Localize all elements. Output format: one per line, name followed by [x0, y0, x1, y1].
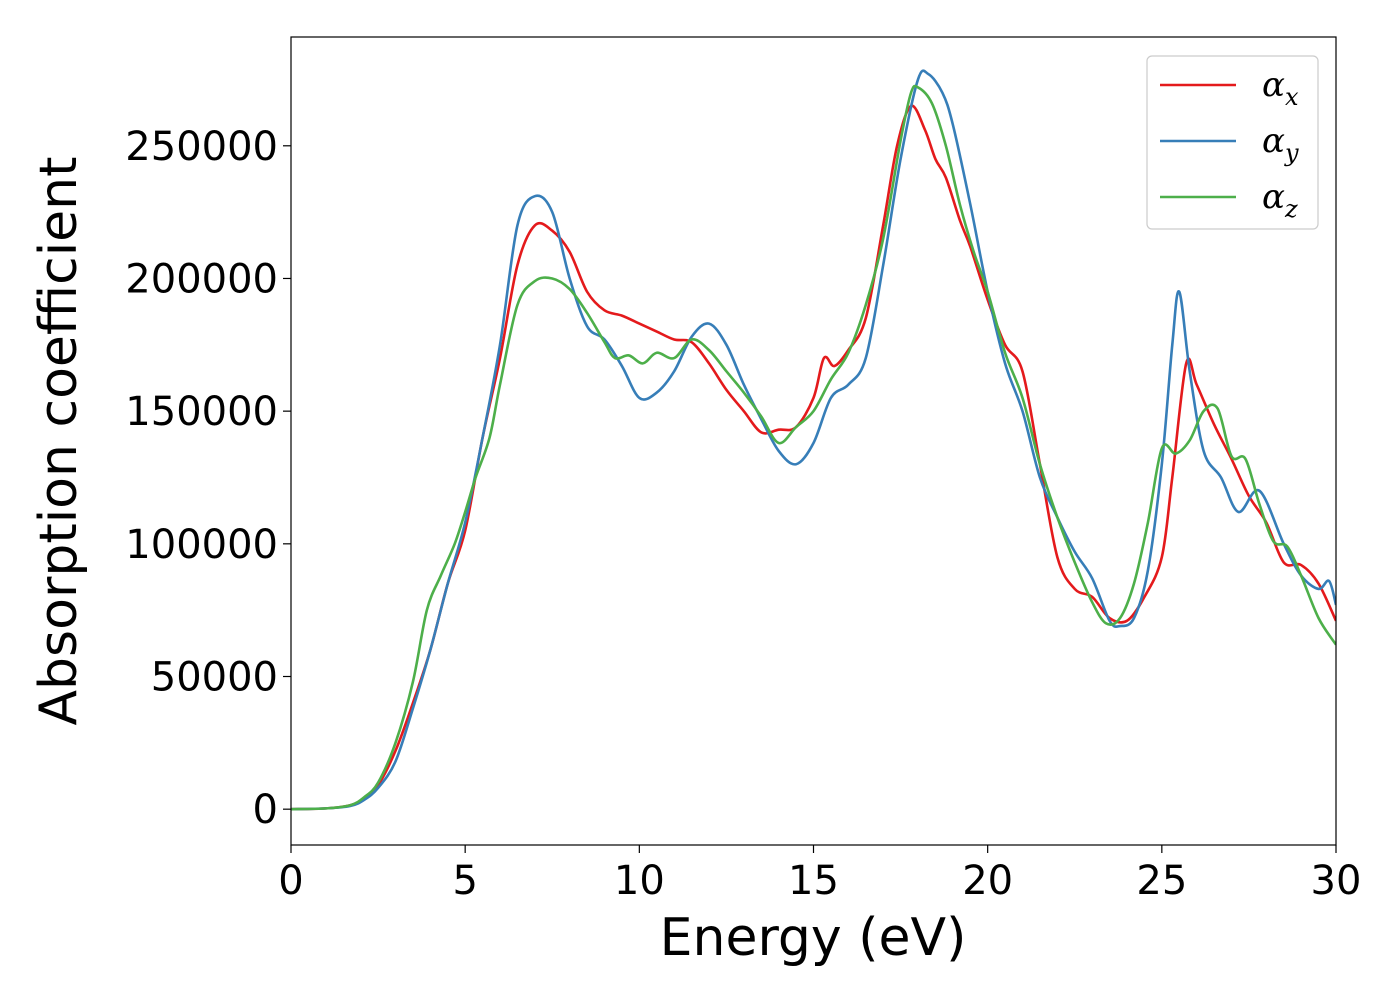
y-axis: 0 50000 100000 150000 200000 250000 [125, 124, 291, 833]
x-axis: 0 5 10 15 20 25 30 [278, 845, 1361, 904]
legend-label-y: αy [1262, 121, 1299, 167]
x-tick-label: 0 [278, 858, 303, 904]
y-axis-title: Absorption coefficient [29, 156, 89, 725]
x-tick-label: 25 [1136, 858, 1187, 904]
series-line-y [291, 69, 1336, 811]
legend: αx αy αz [1146, 55, 1319, 230]
x-tick-label: 20 [962, 858, 1013, 904]
x-tick-label: 30 [1311, 858, 1362, 904]
y-tick-label: 250000 [125, 124, 278, 170]
y-tick-label: 0 [253, 787, 278, 833]
legend-label-x: αx [1262, 65, 1299, 111]
x-tick-label: 5 [452, 858, 477, 904]
y-tick-label: 150000 [125, 389, 278, 435]
series-line-z [291, 84, 1336, 811]
series-layer [291, 69, 1336, 811]
y-tick-label: 50000 [151, 655, 278, 701]
legend-label-z: αz [1262, 177, 1298, 223]
x-tick-label: 10 [614, 858, 665, 904]
y-tick-label: 200000 [125, 256, 278, 302]
x-axis-title: Energy (eV) [660, 908, 967, 968]
x-tick-label: 15 [788, 858, 839, 904]
legend-box [1146, 55, 1319, 230]
y-tick-label: 100000 [125, 522, 278, 568]
